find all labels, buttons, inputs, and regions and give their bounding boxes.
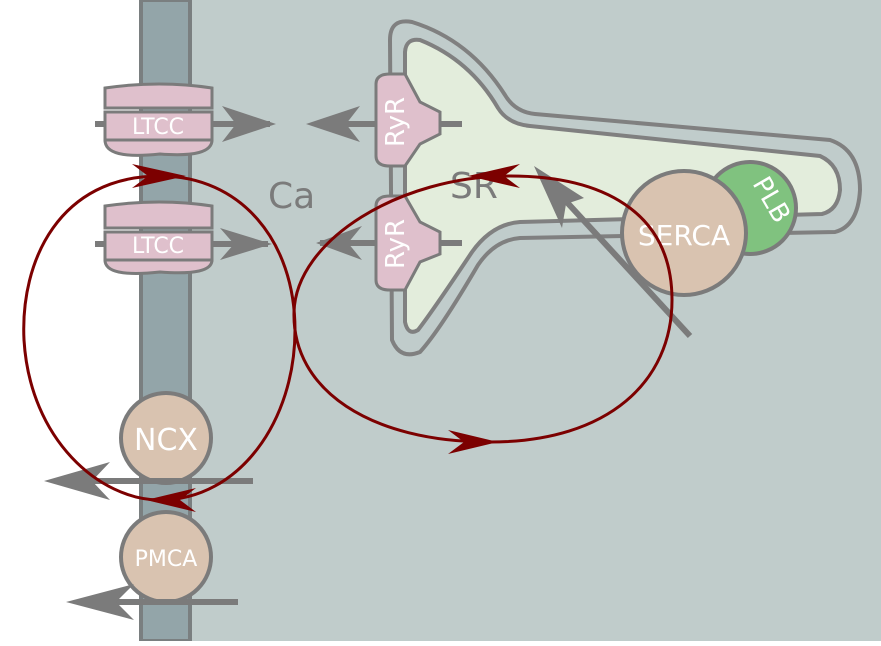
sr-lumen — [403, 37, 843, 334]
ryr-channel-bottom: RyR — [316, 194, 462, 292]
serca-uptake-arrow — [534, 166, 693, 339]
sr-cycle-loop — [292, 164, 674, 454]
ryr-channel-top: RyR — [306, 72, 462, 168]
sarcolemmal-cycle-loop — [22, 164, 297, 512]
serca-pump: SERCA — [620, 169, 748, 297]
ltcc-channel-bottom: LTCC — [95, 200, 272, 275]
serca-label: SERCA — [638, 219, 730, 252]
ncx-label: NCX — [134, 423, 198, 458]
ryr-bottom-label: RyR — [381, 219, 411, 269]
ryr-top-label: RyR — [381, 97, 411, 147]
ltcc-channel-top: LTCC — [95, 82, 276, 157]
pmca-pump: PMCA — [66, 510, 238, 620]
ca-label: Ca — [268, 176, 315, 217]
pmca-label: PMCA — [135, 547, 198, 572]
ltcc-bottom-label: LTCC — [132, 234, 184, 259]
ltcc-top-label: LTCC — [132, 115, 184, 140]
cytosol-region — [190, 0, 881, 641]
